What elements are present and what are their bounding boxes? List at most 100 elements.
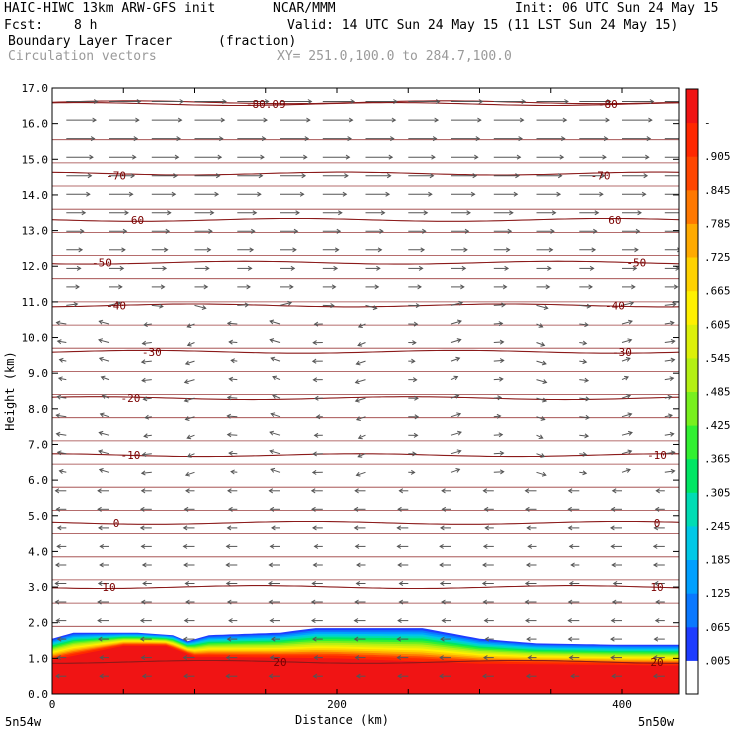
circulation-vector [237,136,267,142]
circulation-vector [408,321,419,327]
circulation-vector [397,506,409,512]
circulation-vector [664,265,679,271]
circulation-vector [109,136,139,142]
circulation-vector [280,265,296,271]
circulation-vector [183,397,195,403]
circulation-vector [355,471,366,477]
circulation-vector [621,412,633,418]
model-title: HAIC-HIWC 13km ARW-GFS init [4,1,216,16]
circulation-vector [579,154,607,160]
circulation-vector [664,301,677,307]
circulation-vector [622,228,641,234]
circulation-vector [56,543,67,549]
circulation-vector [365,284,380,290]
circulation-vector [536,247,554,253]
y-tick-label: 15.0 [22,153,49,166]
circulation-vector [655,488,665,494]
circulation-vector [611,599,622,605]
circulation-vector [140,543,152,549]
circulation-vector [280,117,311,123]
circulation-vector [525,506,537,512]
circulation-vector [664,101,679,102]
circulation-vector [355,416,366,421]
circulation-vector [408,303,421,309]
contour-label: -30 [142,346,162,359]
circulation-vector [493,191,519,197]
circulation-vector [654,506,665,512]
circulation-vector [183,506,195,512]
circulation-vector [536,154,565,160]
circulation-vector [227,488,238,494]
contour-line--20 [52,396,679,401]
contour-label: 60 [608,214,621,227]
circulation-vector [268,580,280,587]
circulation-vector [568,580,580,587]
circulation-vector [322,136,352,142]
circulation-vector [194,191,220,197]
contour-line--50 [52,260,679,265]
circulation-vector [194,247,212,253]
init-time: Init: 06 UTC Sun 24 May 15 [515,1,719,16]
contour-label: -20 [120,392,140,405]
circulation-vector [280,99,313,105]
contour-label: -30 [612,346,632,359]
circulation-vector [228,376,238,382]
circulation-vector [365,173,392,179]
y-tick-label: 9.0 [28,367,48,380]
circulation-vector [354,543,366,549]
circulation-vector [536,434,544,439]
circulation-vector [493,210,514,216]
circulation-vector [579,303,592,309]
circulation-vector [450,319,462,325]
circulation-vector [365,117,397,123]
circulation-vector [536,416,546,421]
circulation-vector [313,543,323,549]
y-tick-label: 16.0 [22,118,49,131]
circulation-vector [280,210,300,216]
colorbar-label: .245 [704,520,731,533]
circulation-vector [408,469,416,475]
circulation-vector [194,117,226,123]
circulation-vector [313,321,323,327]
circulation-vector [536,136,566,142]
circulation-vector [311,469,323,475]
circulation-vector [322,265,339,271]
x-tick-label: 400 [612,698,632,711]
circulation-vector [365,247,383,253]
circulation-vector [269,449,281,455]
circulation-vector [322,303,335,309]
circulation-vector [226,525,238,531]
circulation-vector [185,488,195,494]
circulation-vector [396,636,409,642]
circulation-vector [237,302,250,308]
circulation-vector [269,319,281,325]
circulation-vector [140,470,152,476]
circulation-vector [54,488,67,494]
circulation-vector [439,543,451,549]
circulation-vector [225,562,238,568]
circulation-vector [66,247,84,253]
circulation-vector [621,319,633,325]
circulation-vector [664,394,673,400]
circulation-vector [226,599,238,605]
circulation-vector [525,562,537,568]
circulation-vector [536,210,557,216]
circulation-vector [140,359,152,365]
circulation-vector [622,284,636,290]
circulation-vector [271,525,280,531]
circulation-vector [493,413,502,419]
circulation-vector [653,636,665,642]
circulation-vector [151,136,181,142]
circulation-vector [493,265,510,271]
circulation-vector [536,379,548,384]
circulation-vector [237,210,258,216]
circulation-vector [194,304,207,310]
circulation-vector [271,394,281,399]
circulation-vector [322,228,342,234]
colorbar-label: .005 [704,654,731,667]
x-end-point: 5n50w [638,715,675,729]
contour-label: -80.09 [246,98,286,111]
circulation-vector [269,655,280,661]
colorbar-swatch [686,122,698,157]
circulation-vector [108,301,122,306]
